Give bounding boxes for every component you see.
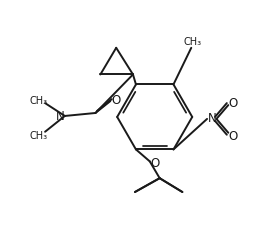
Text: N: N	[55, 110, 64, 123]
Text: O: O	[150, 156, 159, 169]
Text: O: O	[228, 130, 237, 143]
Text: CH₃: CH₃	[29, 96, 47, 106]
Text: O: O	[228, 96, 237, 109]
Text: CH₃: CH₃	[29, 130, 47, 140]
Text: N: N	[208, 112, 216, 125]
Text: CH₃: CH₃	[183, 37, 201, 47]
Text: O: O	[112, 93, 121, 106]
